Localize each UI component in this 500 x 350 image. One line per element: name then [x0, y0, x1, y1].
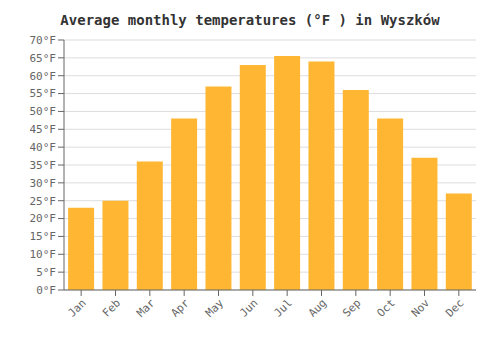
svg-text:Oct: Oct — [375, 296, 398, 319]
svg-text:15°F: 15°F — [30, 230, 57, 243]
svg-text:65°F: 65°F — [30, 52, 57, 65]
svg-text:Jun: Jun — [237, 296, 260, 319]
svg-text:40°F: 40°F — [30, 141, 57, 154]
svg-text:70°F: 70°F — [30, 34, 57, 47]
html-text:Average monthly temperatures (: Average monthly temperatures (°F ) in Wy… — [60, 12, 440, 28]
svg-text:55°F: 55°F — [30, 87, 57, 100]
svg-text:Nov: Nov — [409, 296, 433, 320]
svg-text:Dec: Dec — [443, 296, 466, 319]
svg-text:Feb: Feb — [100, 296, 123, 319]
svg-text:Apr: Apr — [169, 296, 193, 320]
svg-text:5°F: 5°F — [36, 266, 56, 279]
svg-text:Jan: Jan — [66, 296, 89, 319]
svg-text:30°F: 30°F — [30, 177, 57, 190]
svg-text:20°F: 20°F — [30, 212, 57, 225]
svg-text:Sep: Sep — [340, 296, 363, 319]
svg-text:Jul: Jul — [272, 296, 295, 319]
svg-text:Mar: Mar — [134, 296, 158, 320]
svg-text:10°F: 10°F — [30, 248, 57, 261]
svg-text:Aug: Aug — [306, 296, 329, 319]
svg-text:35°F: 35°F — [30, 159, 57, 172]
svg-text:60°F: 60°F — [30, 70, 57, 83]
svg-text:25°F: 25°F — [30, 195, 57, 208]
svg-text:0°F: 0°F — [36, 284, 56, 297]
svg-text:May: May — [203, 296, 227, 320]
svg-text:45°F: 45°F — [30, 123, 57, 136]
svg-text:50°F: 50°F — [30, 105, 57, 118]
